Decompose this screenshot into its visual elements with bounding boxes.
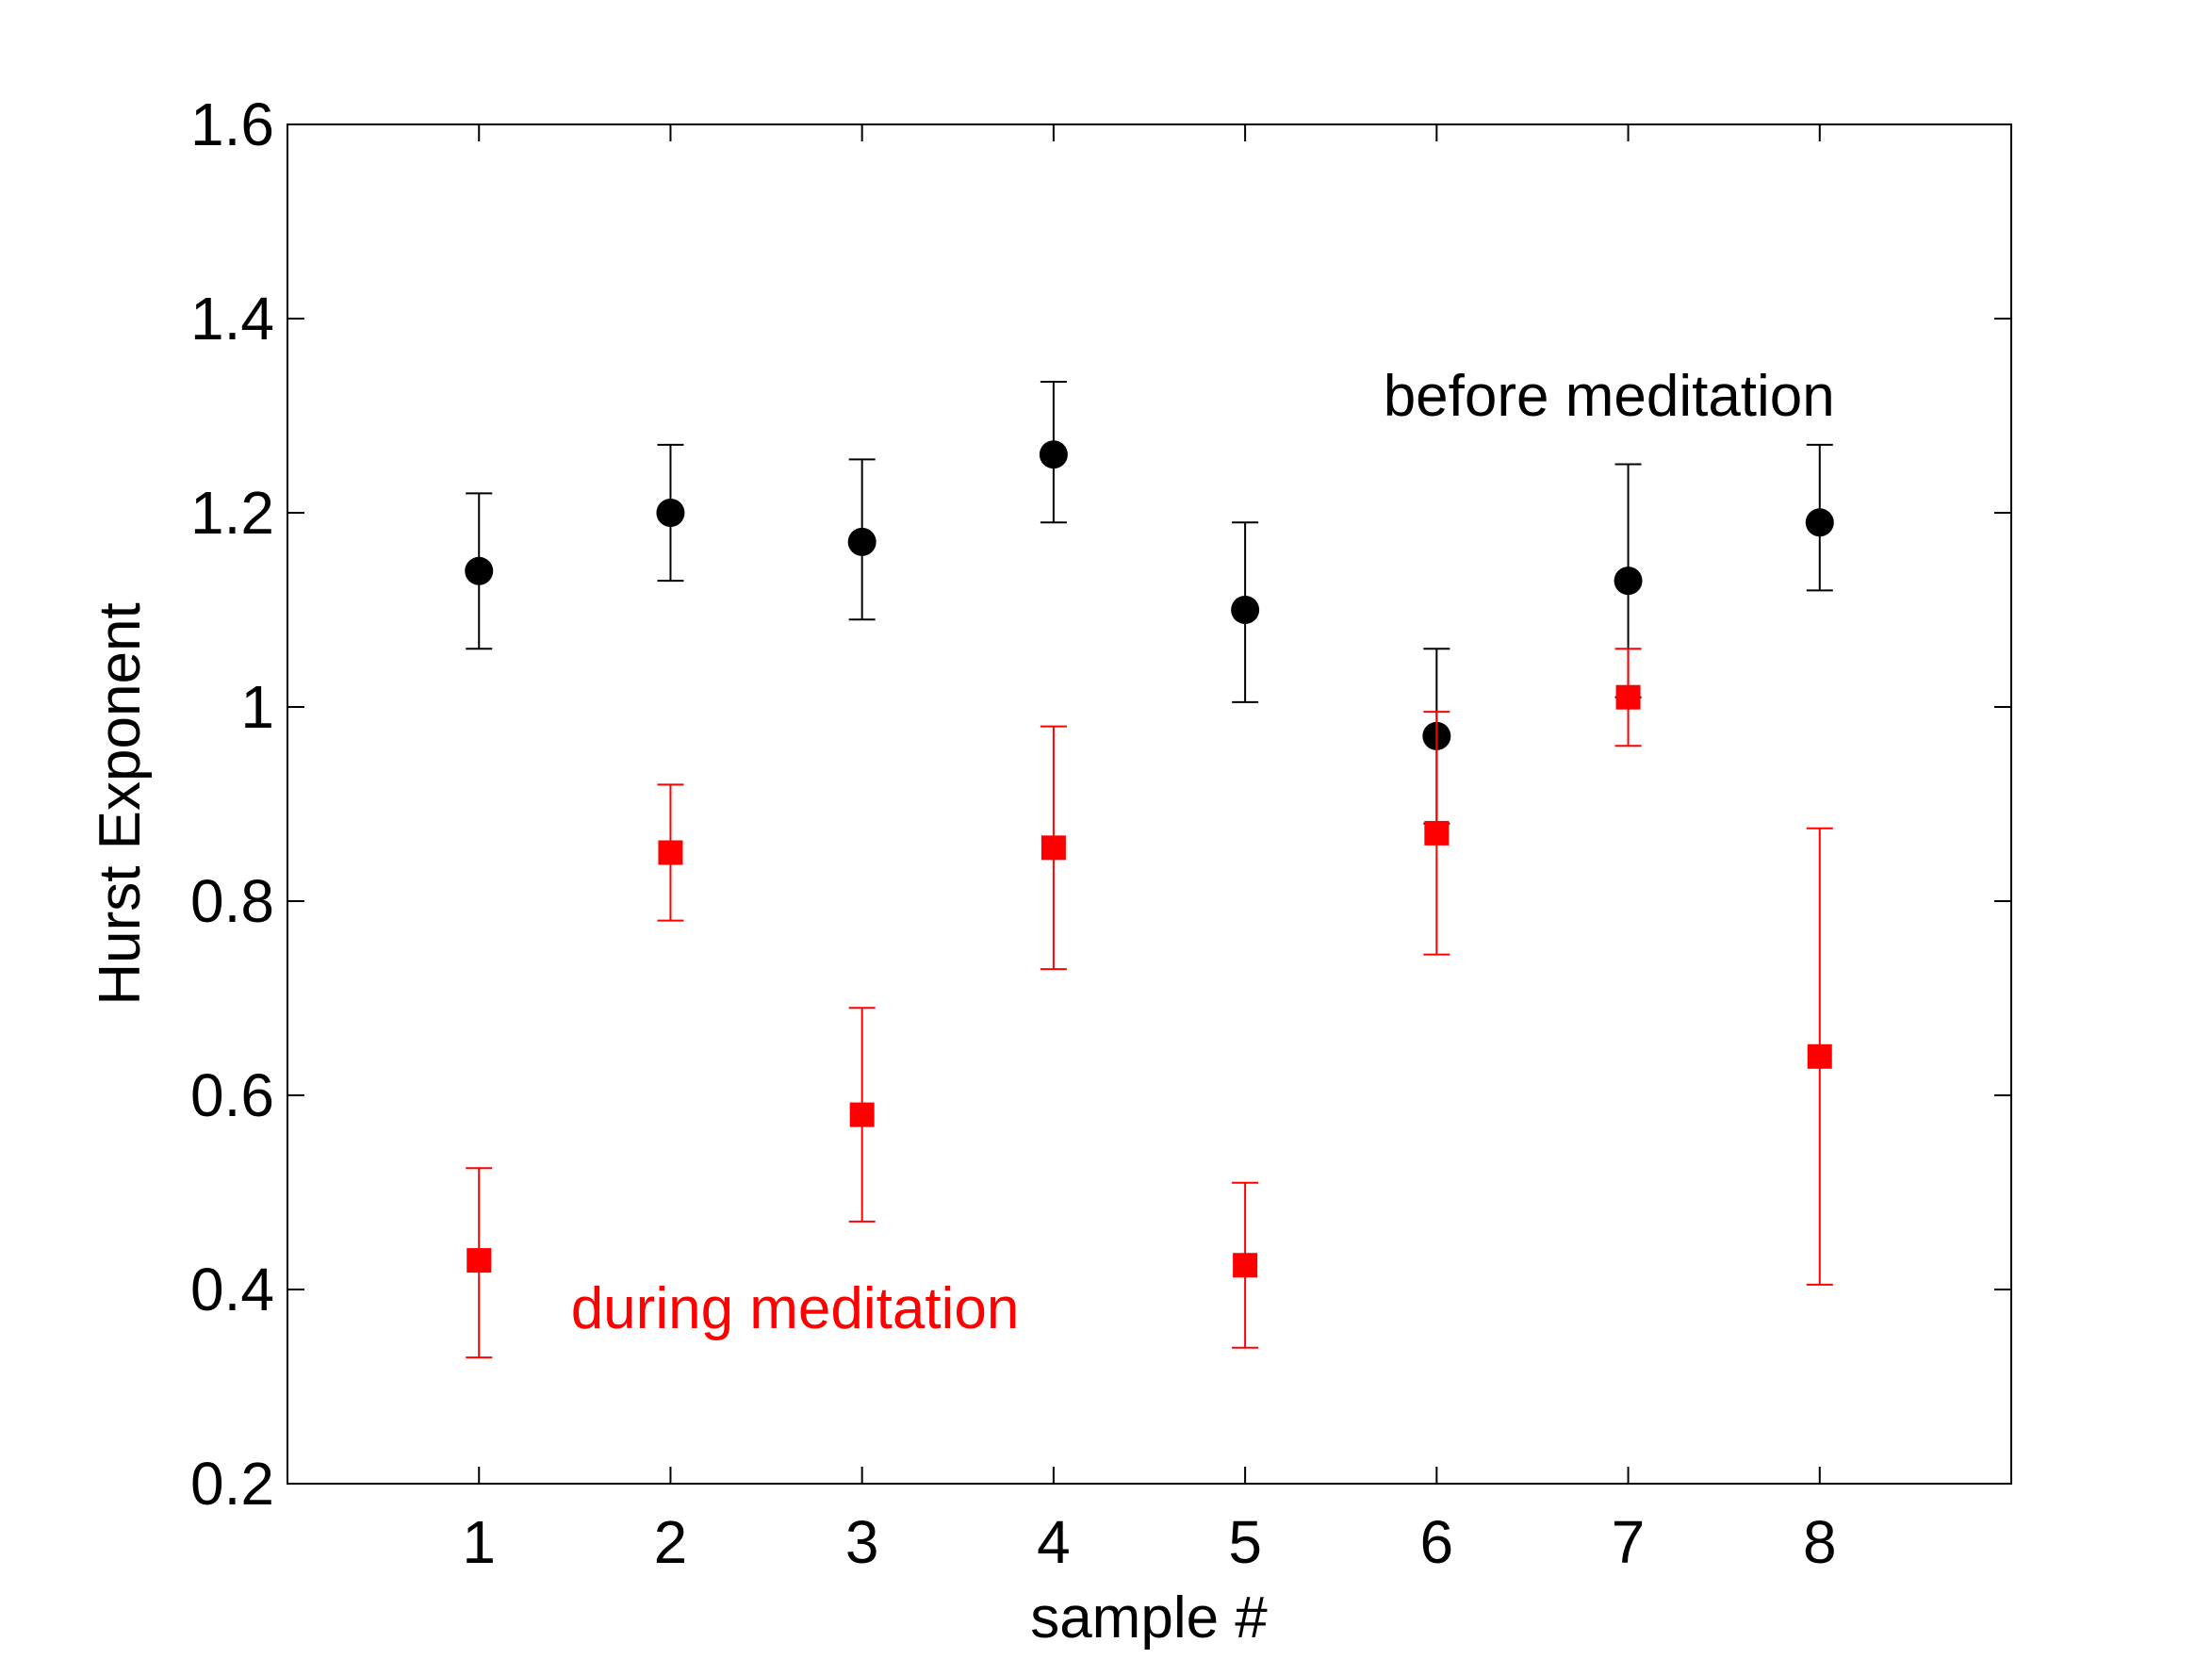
annotation-before-meditation: before meditation: [1384, 364, 1835, 429]
data-point: [847, 527, 877, 556]
x-tick-label-4: 4: [1037, 1508, 1071, 1576]
data-point: [1615, 684, 1641, 710]
data-point: [1807, 1043, 1832, 1069]
x-tick-labels: 1 2 3 4 5 6 7 8: [462, 1508, 1836, 1576]
y-tick-label-1: 0.4: [190, 1256, 274, 1323]
annotation-during-meditation: during meditation: [571, 1276, 1020, 1341]
series-before: [465, 380, 1834, 825]
data-point: [849, 1102, 875, 1127]
annotation-layer: before meditation during meditation: [571, 364, 1835, 1341]
data-point: [656, 499, 685, 527]
data-point: [467, 1248, 492, 1273]
data-point: [1424, 820, 1450, 846]
y-tick-label-4: 1: [240, 673, 274, 741]
data-point: [658, 840, 683, 865]
data-point: [1039, 440, 1068, 469]
x-tick-label-6: 6: [1420, 1508, 1454, 1576]
y-tick-label-0: 0.2: [190, 1450, 274, 1518]
x-tick-label-2: 2: [654, 1508, 688, 1576]
axis-ticks: [287, 123, 2011, 1485]
x-tick-label-8: 8: [1803, 1508, 1837, 1576]
y-tick-labels: 0.2 0.4 0.6 0.8 1 1.2 1.4 1.6: [190, 90, 274, 1518]
data-point: [465, 556, 494, 585]
data-point: [1614, 567, 1643, 596]
y-tick-label-5: 1.2: [190, 479, 274, 547]
x-axis-label: sample #: [1030, 1585, 1268, 1651]
x-tick-label-5: 5: [1228, 1508, 1262, 1576]
y-tick-label-3: 0.8: [190, 867, 274, 935]
x-tick-label-7: 7: [1612, 1508, 1646, 1576]
y-tick-label-7: 1.6: [190, 90, 274, 158]
y-tick-label-2: 0.6: [190, 1061, 274, 1129]
x-tick-label-3: 3: [845, 1508, 879, 1576]
data-point: [1805, 508, 1834, 537]
y-axis-label: Hurst Exponent: [88, 602, 153, 1005]
y-tick-label-6: 1.4: [190, 285, 274, 353]
data-point: [1040, 835, 1066, 861]
series-layer: [465, 380, 1834, 1359]
series-during: [466, 648, 1833, 1359]
data-point: [1231, 596, 1260, 624]
data-point: [1233, 1253, 1258, 1278]
x-tick-label-1: 1: [462, 1508, 496, 1576]
plot-area: [287, 123, 2012, 1485]
